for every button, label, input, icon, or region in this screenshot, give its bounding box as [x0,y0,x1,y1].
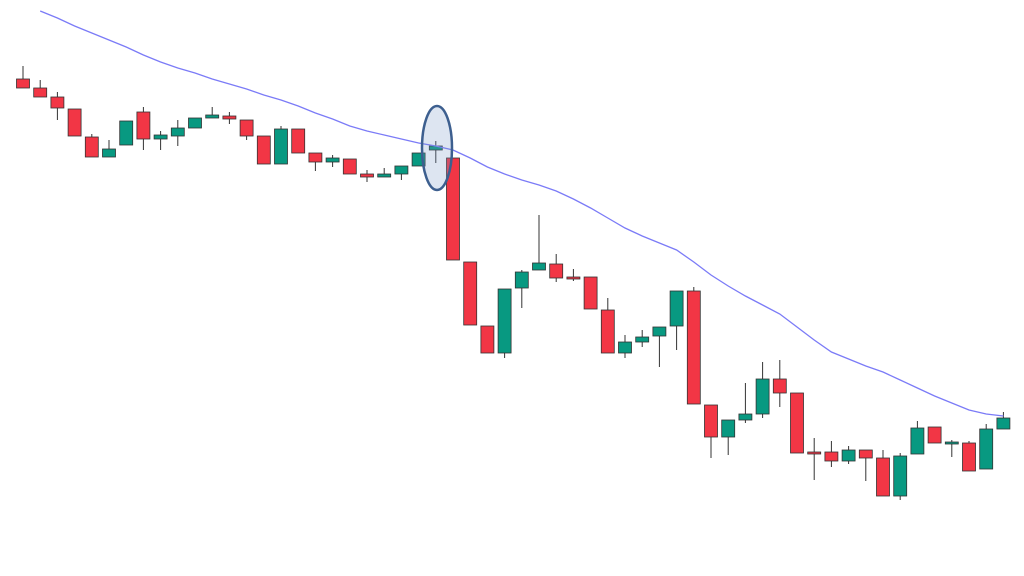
candle-body [876,457,890,497]
candle-body [686,290,701,405]
candle-body [772,378,787,394]
candle-body [807,451,822,455]
candle-body [514,271,529,289]
candle-body [325,157,340,163]
candle-body [480,325,495,354]
candle-body [910,427,925,455]
candle-body [222,115,237,120]
candle-body [188,117,202,129]
candle-body [205,114,220,119]
candle-body [790,392,804,454]
highlight-ellipse [420,104,454,192]
candle-body [635,336,650,343]
candle-body [858,449,873,459]
candle-body [119,120,134,146]
candle-body [704,404,718,438]
moving-average-line [39,10,1004,417]
candle-body [463,261,478,326]
candle-body [755,378,770,415]
candle-body [893,455,908,497]
candle-body [996,417,1011,430]
candle-body [721,419,736,438]
candle-body [669,290,684,327]
candle-body [583,276,598,310]
candle-body [50,96,65,109]
candle-body [549,263,564,279]
candle-body [291,128,306,154]
candle-body [446,157,460,261]
candle-body [308,152,323,163]
candle-body [497,288,512,354]
plot-area [16,66,1011,500]
candle-body [360,173,374,178]
candle-body [33,87,48,98]
candle-body [256,135,271,165]
candle-body [274,128,288,165]
candle-body [377,173,392,178]
candle-body [67,108,82,137]
candle-body [532,262,546,271]
candle-body [962,442,976,472]
candle-body [618,341,632,354]
candle-body [738,413,753,421]
candle-body [153,134,168,140]
candle-body [102,148,116,158]
candle-body [824,451,839,462]
candle-body [16,78,30,89]
candle-body [841,449,856,462]
candle-body [239,119,254,137]
candle-body [652,326,667,337]
candle-body [566,276,581,280]
candle-body [979,428,994,470]
candle-body [136,111,151,140]
candle-body [170,127,185,137]
candle-body [944,441,959,445]
candle-body [394,165,409,175]
candle-body [342,158,357,175]
candle-body [600,309,615,354]
candle-body [927,426,942,444]
candle-body [84,136,99,158]
